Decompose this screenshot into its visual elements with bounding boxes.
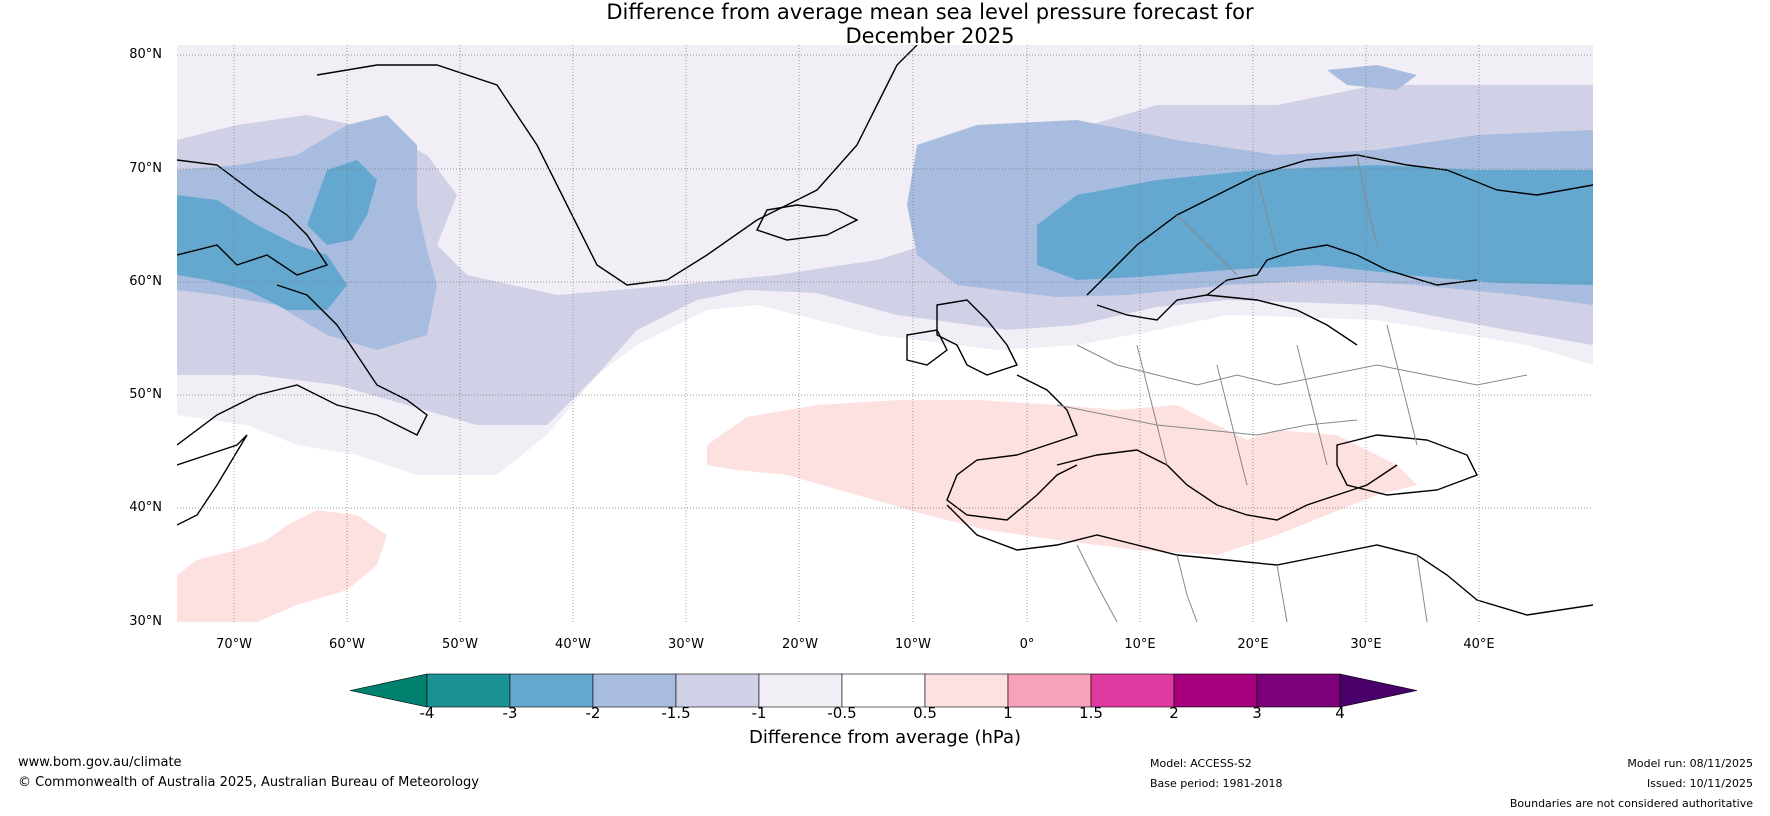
colorbar-segment-3 bbox=[675, 673, 760, 708]
fill-band-plus-0-5 bbox=[707, 400, 1417, 555]
fill-band-minus-2 bbox=[177, 115, 437, 350]
colorbar-over-triangle bbox=[1339, 673, 1418, 708]
mediterranean-north bbox=[1056, 449, 1398, 521]
colorbar-tick-4: -1 bbox=[751, 704, 767, 722]
colorbar-tick-2: -2 bbox=[585, 704, 601, 722]
north-america-east bbox=[177, 434, 248, 526]
coastlines bbox=[177, 45, 1593, 616]
iceland-coast bbox=[756, 204, 859, 241]
lat-label-30n: 30°N bbox=[129, 614, 162, 629]
lat-label-70n: 70°N bbox=[129, 161, 162, 176]
pressure-anomaly-map bbox=[177, 45, 1593, 622]
europe-borders-2 bbox=[1056, 404, 1358, 436]
fill-band-minus-2-north bbox=[1327, 65, 1417, 90]
north-africa-coast bbox=[946, 504, 1593, 616]
lon-label-40w: 40°W bbox=[555, 637, 591, 652]
chart-title: Difference from average mean sea level p… bbox=[0, 0, 1770, 48]
scandinavia-south bbox=[1096, 244, 1478, 321]
colorbar-under-triangle bbox=[350, 673, 428, 708]
lon-label-30w: 30°W bbox=[668, 637, 704, 652]
lat-label-60n: 60°N bbox=[129, 274, 162, 289]
baltic-coast bbox=[1206, 294, 1358, 346]
europe-borders-3 bbox=[1136, 344, 1168, 466]
colorbar-tick-11: 4 bbox=[1335, 704, 1345, 722]
colorbar-segment-5 bbox=[841, 673, 926, 708]
copyright-text: © Commonwealth of Australia 2025, Austra… bbox=[18, 775, 479, 790]
british-isles bbox=[936, 299, 1018, 376]
title-line-1: Difference from average mean sea level p… bbox=[606, 0, 1254, 24]
borders bbox=[1056, 154, 1528, 622]
fill-band-minus-3-east bbox=[1037, 165, 1593, 285]
colorbar-segment-4 bbox=[758, 673, 843, 708]
lon-label-40e: 40°E bbox=[1463, 637, 1495, 652]
lon-label-50w: 50°W bbox=[442, 637, 478, 652]
lon-label-10w: 10°W bbox=[895, 637, 931, 652]
title-line-2: December 2025 bbox=[845, 24, 1015, 48]
lon-label-20w: 20°W bbox=[782, 637, 818, 652]
colorbar-tick-7: 1 bbox=[1003, 704, 1013, 722]
lon-label-30e: 30°E bbox=[1350, 637, 1382, 652]
colorbar-segment-10 bbox=[1256, 673, 1341, 708]
disclaimer-text: Boundaries are not considered authoritat… bbox=[1509, 797, 1753, 810]
colorbar-tick-9: 2 bbox=[1169, 704, 1179, 722]
africa-borders bbox=[1076, 544, 1428, 622]
europe-west-coast bbox=[946, 374, 1078, 521]
lon-label-0: 0° bbox=[1019, 637, 1035, 652]
lat-label-40n: 40°N bbox=[129, 500, 162, 515]
lon-label-10e: 10°E bbox=[1124, 637, 1156, 652]
colorbar-segment-1 bbox=[509, 673, 594, 708]
colorbar-tick-3: -1.5 bbox=[661, 704, 691, 722]
europe-borders-4 bbox=[1216, 364, 1248, 486]
fill-band-plus-0-5-southwest bbox=[177, 510, 387, 622]
labrador-coast bbox=[177, 284, 428, 446]
black-sea bbox=[1336, 434, 1478, 496]
model-run-text: Model run: 08/11/2025 bbox=[1627, 757, 1753, 770]
colorbar-tick-6: 0.5 bbox=[913, 704, 937, 722]
base-period-text: Base period: 1981-2018 bbox=[1150, 777, 1283, 790]
greenland-coast bbox=[316, 45, 918, 286]
europe-borders-5 bbox=[1296, 344, 1328, 466]
colorbar-segment-2 bbox=[592, 673, 677, 708]
colorbar-segment-8 bbox=[1090, 673, 1175, 708]
issued-text: Issued: 10/11/2025 bbox=[1646, 777, 1753, 790]
lon-label-20e: 20°E bbox=[1237, 637, 1269, 652]
anomaly-fills bbox=[177, 45, 1593, 622]
colorbar-tick-1: -3 bbox=[502, 704, 518, 722]
model-text: Model: ACCESS-S2 bbox=[1150, 757, 1252, 770]
website-link[interactable]: www.bom.gov.au/climate bbox=[18, 755, 182, 770]
colorbar-segments bbox=[350, 673, 1418, 708]
colorbar-segment-6 bbox=[924, 673, 1009, 708]
ireland bbox=[906, 329, 948, 366]
colorbar-tick-0: -4 bbox=[419, 704, 435, 722]
europe-borders-6 bbox=[1386, 324, 1418, 446]
colorbar-tick-5: -0.5 bbox=[827, 704, 857, 722]
colorbar-segment-0 bbox=[426, 673, 511, 708]
scandinavia-coast bbox=[1086, 154, 1593, 296]
colorbar-tick-8: 1.5 bbox=[1079, 704, 1103, 722]
fill-band-minus-3-west bbox=[307, 160, 377, 245]
colorbar-segment-7 bbox=[1007, 673, 1092, 708]
colorbar-label: Difference from average (hPa) bbox=[748, 727, 1022, 748]
colorbar-segment-9 bbox=[1173, 673, 1258, 708]
fill-band-minus-3 bbox=[177, 195, 347, 310]
canada-coast bbox=[177, 159, 329, 276]
scandinavia-borders bbox=[1176, 154, 1378, 276]
map-canvas bbox=[177, 45, 1593, 622]
gridlines bbox=[177, 45, 1593, 622]
colorbar-tick-10: 3 bbox=[1252, 704, 1262, 722]
colorbar bbox=[350, 673, 1418, 708]
lon-label-60w: 60°W bbox=[329, 637, 365, 652]
lat-label-80n: 80°N bbox=[129, 47, 162, 62]
lon-label-70w: 70°W bbox=[216, 637, 252, 652]
lat-label-50n: 50°N bbox=[129, 387, 162, 402]
